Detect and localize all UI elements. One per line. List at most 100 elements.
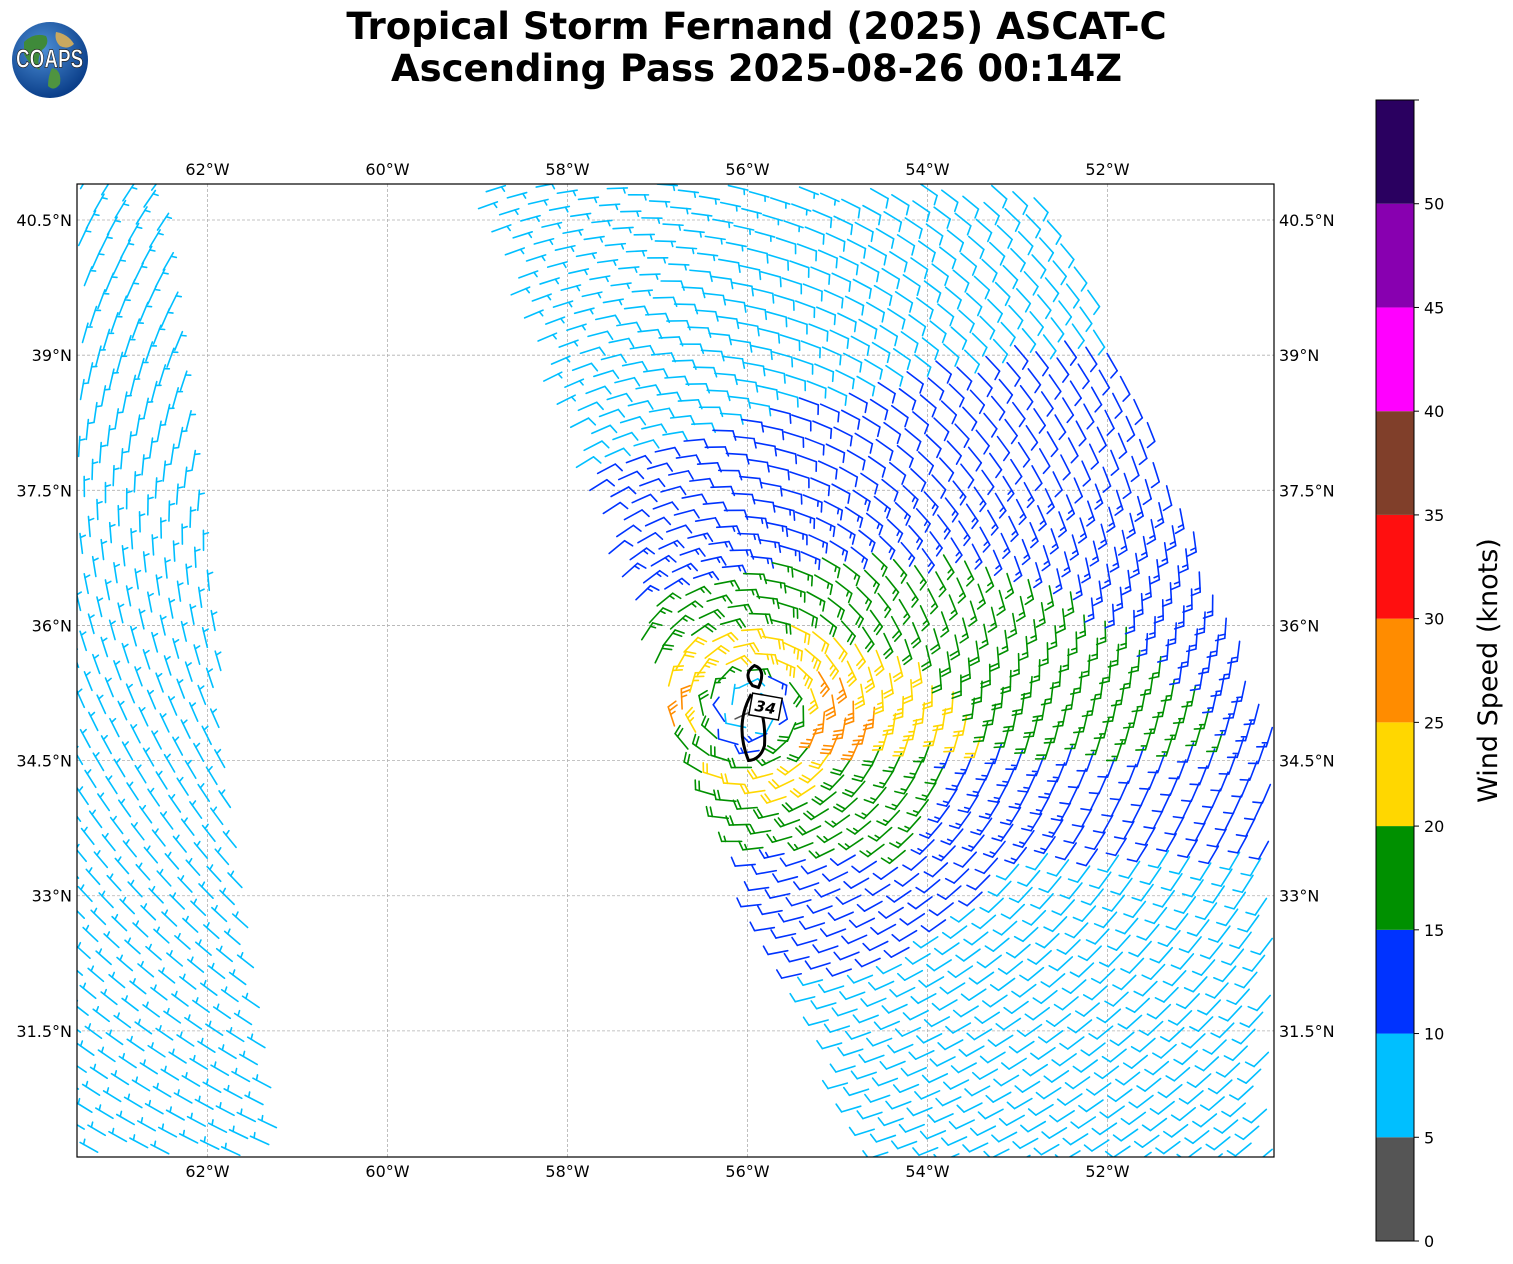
barb-staff — [236, 1111, 257, 1123]
barb-staff — [629, 547, 648, 561]
wind-barb — [842, 563, 861, 587]
barb-staff — [785, 859, 806, 867]
barb-staff — [875, 227, 895, 240]
wind-barb — [745, 824, 772, 835]
wind-barb — [1042, 334, 1057, 360]
wind-barb — [621, 562, 647, 578]
wind-barb — [715, 525, 742, 536]
barb-staff — [1068, 882, 1083, 900]
wind-barb — [1084, 597, 1095, 623]
wind-barb — [848, 1126, 876, 1137]
wind-barb — [91, 249, 105, 270]
barb-staff — [712, 703, 726, 723]
barb-half-feather — [950, 609, 957, 615]
barb-staff — [940, 845, 956, 862]
barb-staff — [1073, 266, 1088, 284]
barb-half-feather — [1190, 547, 1197, 551]
barb-staff — [1104, 620, 1107, 643]
barb-half-feather — [1027, 496, 1033, 502]
barb-feather — [838, 649, 846, 660]
barb-feather — [977, 1111, 987, 1120]
wind-barb — [108, 521, 116, 544]
wind-barb — [168, 500, 176, 522]
wind-barb — [1002, 264, 1019, 290]
barb-staff — [976, 971, 995, 985]
wind-barb — [812, 711, 826, 735]
barb-feather — [821, 873, 831, 882]
barb-feather — [705, 805, 710, 817]
barb-half-feather — [1047, 502, 1054, 508]
barb-half-feather — [96, 850, 101, 856]
barb-feather — [814, 617, 818, 629]
barb-staff — [182, 917, 199, 933]
wind-barb — [152, 324, 166, 345]
barb-half-feather — [1082, 670, 1090, 674]
barb-feather — [743, 654, 752, 664]
barb-half-feather — [114, 660, 121, 666]
wind-barb — [1092, 814, 1114, 834]
wind-barb — [157, 1123, 178, 1138]
barb-feather — [891, 933, 901, 942]
barb-feather — [1110, 890, 1121, 896]
wind-barb — [1042, 819, 1064, 838]
barb-staff — [174, 935, 191, 950]
barb-half-feather — [921, 794, 929, 798]
barb-feather — [1066, 414, 1075, 424]
barb-half-feather — [101, 637, 108, 643]
wind-barb — [648, 200, 671, 208]
barb-staff — [832, 814, 851, 828]
barb-feather — [984, 289, 991, 300]
barb-half-feather — [113, 467, 120, 471]
wind-barb — [87, 965, 105, 983]
barb-feather — [864, 402, 868, 414]
barb-staff — [77, 1123, 85, 1130]
barb-staff — [1091, 985, 1108, 1001]
wind-barb — [762, 424, 785, 441]
barb-half-feather — [678, 224, 682, 231]
wind-barb — [589, 275, 611, 283]
barb-half-feather — [848, 750, 855, 754]
barb-feather — [632, 524, 642, 532]
barb-feather — [1099, 680, 1110, 685]
barb-half-feather — [556, 222, 561, 229]
barb-staff — [868, 940, 889, 952]
wind-barb — [1089, 540, 1100, 567]
wind-barb — [79, 1138, 99, 1153]
wind-barb — [802, 283, 823, 302]
barb-half-feather — [968, 844, 975, 849]
barb-feather — [743, 509, 749, 521]
barb-staff — [791, 414, 812, 423]
wind-barb — [729, 338, 753, 353]
barb-staff — [928, 1073, 949, 1084]
barb-feather — [841, 297, 844, 309]
wind-barb — [114, 199, 130, 219]
barb-feather — [699, 693, 709, 701]
wind-barb — [940, 651, 952, 677]
wind-barb — [1031, 254, 1047, 279]
barb-half-feather — [221, 887, 227, 894]
barb-staff — [853, 974, 874, 984]
wind-barb — [691, 733, 710, 756]
wind-barb — [116, 954, 134, 972]
barb-feather — [942, 707, 953, 712]
wind-barb — [152, 1082, 172, 1098]
barb-feather — [1006, 394, 1014, 404]
barb-staff — [753, 926, 776, 932]
wind-barb — [77, 1028, 82, 1033]
wind-barb — [191, 449, 201, 472]
wind-barb — [110, 1070, 130, 1086]
barb-feather — [1000, 685, 1012, 691]
wind-barb — [742, 572, 768, 585]
barb-feather — [1037, 326, 1044, 337]
barb-staff — [77, 1005, 89, 1016]
barb-staff — [1040, 989, 1058, 1005]
wind-barb — [863, 786, 887, 804]
wind-barb — [168, 1048, 187, 1064]
wind-barb — [892, 1083, 920, 1094]
barb-staff — [1017, 886, 1033, 904]
barb-feather — [829, 428, 833, 440]
wind-barb — [817, 460, 838, 480]
barb-staff — [987, 897, 1004, 913]
wind-barb — [804, 960, 831, 970]
wind-barb — [698, 406, 724, 418]
